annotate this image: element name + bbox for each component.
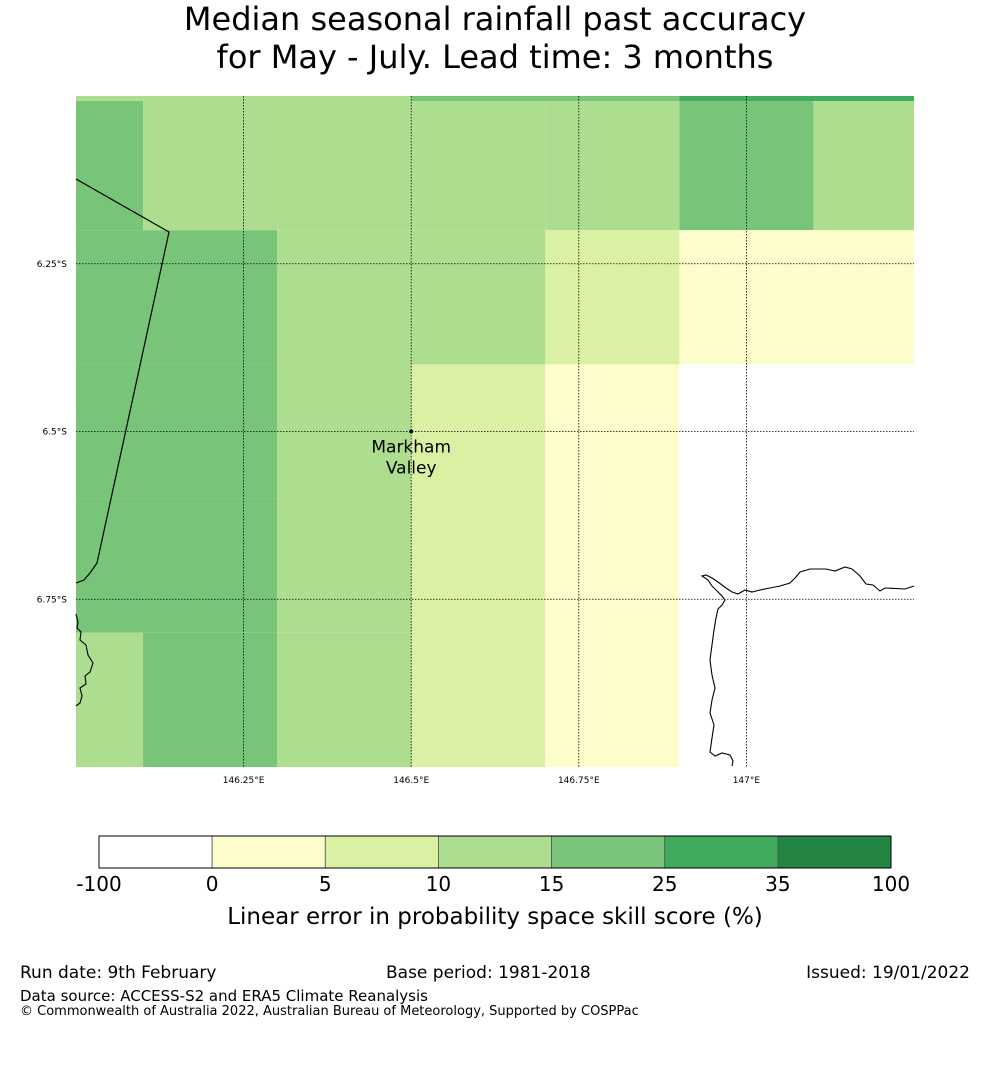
grid-cell <box>411 230 546 365</box>
colorbar-tick-labels: -100 0 5 10 15 25 35 100 <box>76 872 910 896</box>
location-label-line-1: Markham <box>371 438 451 458</box>
colorbar-tick-label: -100 <box>76 872 121 896</box>
grid-cell <box>143 632 278 767</box>
border-line <box>75 178 170 584</box>
grid-cell <box>143 364 278 499</box>
skill-score-map: 146.25°E 146.5°E 146.75°E 147°E 6.25°S 6.5°S 6… <box>37 96 915 786</box>
grid-cell <box>277 230 412 365</box>
grid-cell <box>813 230 914 365</box>
grid-cell <box>277 498 412 633</box>
run-date: Run date: 9th February <box>20 963 217 983</box>
title-line-1: Median seasonal rainfall past accuracy <box>183 0 807 38</box>
coastlines <box>75 178 915 767</box>
grid-cell <box>143 498 278 633</box>
grid-cell <box>545 96 680 231</box>
title-line-2: for May - July. Lead time: 3 months <box>216 38 774 76</box>
location-marker: Markham Valley <box>371 429 451 479</box>
base-period: Base period: 1981-2018 <box>386 963 591 983</box>
colorbar-tick-label: 100 <box>872 872 910 896</box>
grid-cell <box>411 498 546 633</box>
location-label-line-2: Valley <box>386 459 437 479</box>
grid-cell <box>545 498 680 633</box>
data-source: Data source: ACCESS-S2 and ERA5 Climate … <box>20 987 428 1005</box>
colorbar-tick-label: 25 <box>652 872 677 896</box>
issued-date: Issued: 19/01/2022 <box>806 963 970 983</box>
grid-cell <box>545 364 680 499</box>
copyright: © Commonwealth of Australia 2022, Austra… <box>20 1004 639 1019</box>
grid-cell <box>143 230 278 365</box>
grid-cell <box>76 230 144 365</box>
lon-tick-label: 146.75°E <box>558 776 600 786</box>
grid-cell <box>545 230 680 365</box>
lat-tick-label: 6.5°S <box>42 428 67 438</box>
grid-cell-edge <box>76 96 412 101</box>
colorbar-frame <box>98 835 892 869</box>
lon-tick-label: 146.25°E <box>223 776 265 786</box>
colorbar-tick-label: 5 <box>319 872 332 896</box>
grid-cell <box>76 96 144 231</box>
map-title: Median seasonal rainfall past accuracy f… <box>0 0 990 76</box>
colorbar-tick-label: 35 <box>765 872 790 896</box>
colorbar-tick-label: 0 <box>206 872 219 896</box>
colorbar-swatch <box>98 835 213 869</box>
grid-cell <box>545 632 680 767</box>
colorbar-swatch <box>438 835 552 869</box>
lat-tick-label: 6.25°S <box>37 260 68 270</box>
grid-cell <box>277 632 412 767</box>
lon-tick-label: 147°E <box>733 776 761 786</box>
grid-cell <box>411 632 546 767</box>
lat-tick-label: 6.75°S <box>37 595 68 605</box>
grid-cell-edge <box>679 96 914 101</box>
east-coastline <box>700 566 915 767</box>
colorbar-swatch <box>777 835 892 869</box>
colorbar-label: Linear error in probability space skill … <box>227 904 763 930</box>
grid-cell-edge <box>411 96 680 101</box>
colorbar-swatch <box>664 835 779 869</box>
colorbar-tick-label: 15 <box>539 872 564 896</box>
grid-cell <box>277 96 412 231</box>
grid-cell <box>76 498 144 633</box>
grid-cell <box>813 96 914 231</box>
grid-cell <box>411 96 546 231</box>
colorbar-tick-label: 10 <box>426 872 451 896</box>
grid-cell <box>76 632 144 767</box>
grid-cell <box>813 498 914 633</box>
colorbar-swatches <box>98 835 892 869</box>
lon-tick-label: 146.5°E <box>393 776 429 786</box>
grid-cell <box>813 632 914 767</box>
west-coastline <box>75 613 94 707</box>
colorbar-swatch <box>551 835 666 869</box>
colorbar: -100 0 5 10 15 25 35 100 Linear error in probab… <box>76 835 910 930</box>
graticule <box>76 96 914 767</box>
axis-tick-labels: 146.25°E 146.5°E 146.75°E 147°E 6.25°S 6.5°S 6… <box>37 260 761 786</box>
grid-cell <box>143 96 278 231</box>
colorbar-swatch <box>324 835 439 869</box>
markham-valley-point <box>409 429 414 434</box>
colorbar-swatch <box>211 835 326 869</box>
